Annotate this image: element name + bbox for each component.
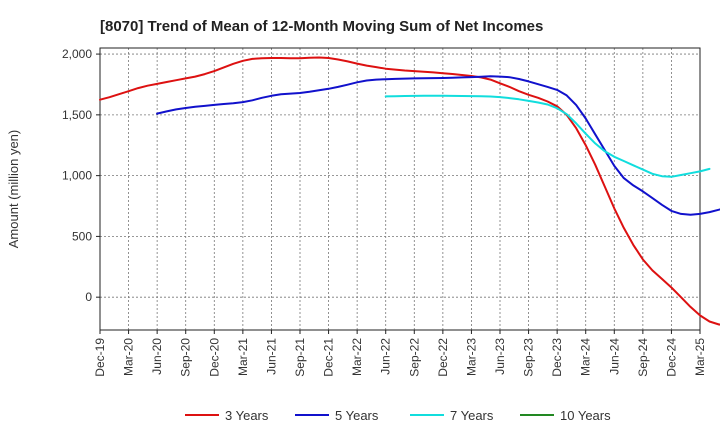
x-tick-label: Dec-20 [207,338,221,377]
x-tick-label: Dec-19 [93,338,107,377]
legend: 3 Years 5 Years 7 Years 10 Years [185,408,611,423]
x-tick-label: Dec-22 [436,338,450,377]
x-tick-label: Jun-21 [264,338,278,375]
x-tick-label: Dec-21 [322,338,336,377]
x-tick-label: Mar-24 [579,338,593,376]
x-tick-label: Mar-20 [122,338,136,376]
legend-label: 7 Years [450,408,494,423]
x-tick-label: Mar-22 [350,338,364,376]
x-tick-label: Mar-25 [693,338,707,376]
x-axis-ticks: Dec-19 Mar-20 Jun-20 Sep-20 Dec-20 Mar-21 Jun-… [93,330,707,377]
x-tick-label: Jun-20 [150,338,164,375]
series-line-7-years [384,94,711,178]
grid-lines [99,48,701,330]
y-tick-label: 2,000 [62,47,92,61]
plot-border [99,47,701,331]
chart-title: [8070] Trend of Mean of 12-Month Moving … [100,18,543,35]
y-tick-label: 0 [85,290,92,304]
x-tick-label: Sep-22 [407,338,421,377]
y-tick-label: 1,500 [62,108,92,122]
series-line-5-years [156,75,720,216]
x-tick-label: Sep-21 [293,338,307,377]
y-tick-label: 1,000 [62,169,92,183]
y-tick-label: 500 [72,229,92,243]
x-tick-label: Dec-23 [550,338,564,377]
x-tick-label: Sep-23 [522,338,536,377]
legend-label: 3 Years [225,408,269,423]
x-tick-label: Jun-22 [379,338,393,375]
x-tick-label: Dec-24 [664,338,678,377]
series-lines [99,56,720,326]
legend-label: 10 Years [560,408,611,423]
series-line-3-years [99,56,720,326]
x-tick-label: Jun-24 [607,338,621,375]
x-tick-label: Jun-23 [493,338,507,375]
x-tick-label: Sep-20 [179,338,193,377]
x-tick-label: Mar-23 [464,338,478,376]
y-axis-ticks: 0 500 1,000 1,500 2,000 [62,47,100,304]
x-tick-label: Sep-24 [636,338,650,377]
legend-label: 5 Years [335,408,379,423]
y-axis-label: Amount (million yen) [6,130,21,249]
x-tick-label: Mar-21 [236,338,250,376]
